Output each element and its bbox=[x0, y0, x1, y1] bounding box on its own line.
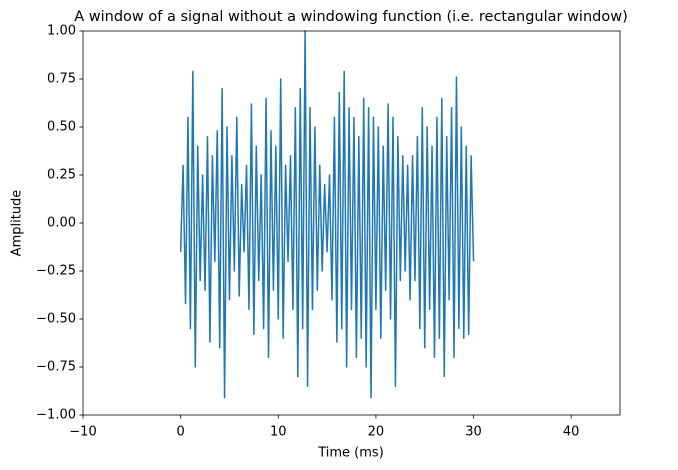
x-tick-label: 20 bbox=[368, 425, 385, 440]
signal-line bbox=[179, 30, 475, 399]
x-tick-label: −10 bbox=[69, 425, 96, 440]
y-tick-label: 0.25 bbox=[47, 168, 76, 183]
y-tick-label: −1.00 bbox=[36, 408, 76, 423]
y-tick-label: −0.75 bbox=[36, 360, 76, 375]
x-tick-label: 0 bbox=[176, 425, 184, 440]
y-tick-label: 0.00 bbox=[47, 216, 76, 231]
plot-frame bbox=[82, 30, 621, 416]
x-tick-label: 30 bbox=[465, 425, 482, 440]
y-tick-label: −0.25 bbox=[36, 264, 76, 279]
y-tick-label: −0.50 bbox=[36, 312, 76, 327]
y-tick-label: 0.50 bbox=[47, 120, 76, 135]
y-tick-label: 0.75 bbox=[47, 72, 76, 87]
chart-title: A window of a signal without a windowing… bbox=[74, 9, 628, 25]
y-axis-label: Amplitude bbox=[10, 190, 25, 257]
x-tick-label: 10 bbox=[270, 425, 287, 440]
y-tick-label: 1.00 bbox=[47, 24, 76, 39]
x-tick-label: 40 bbox=[563, 425, 580, 440]
x-axis-label: Time (ms) bbox=[317, 446, 384, 461]
